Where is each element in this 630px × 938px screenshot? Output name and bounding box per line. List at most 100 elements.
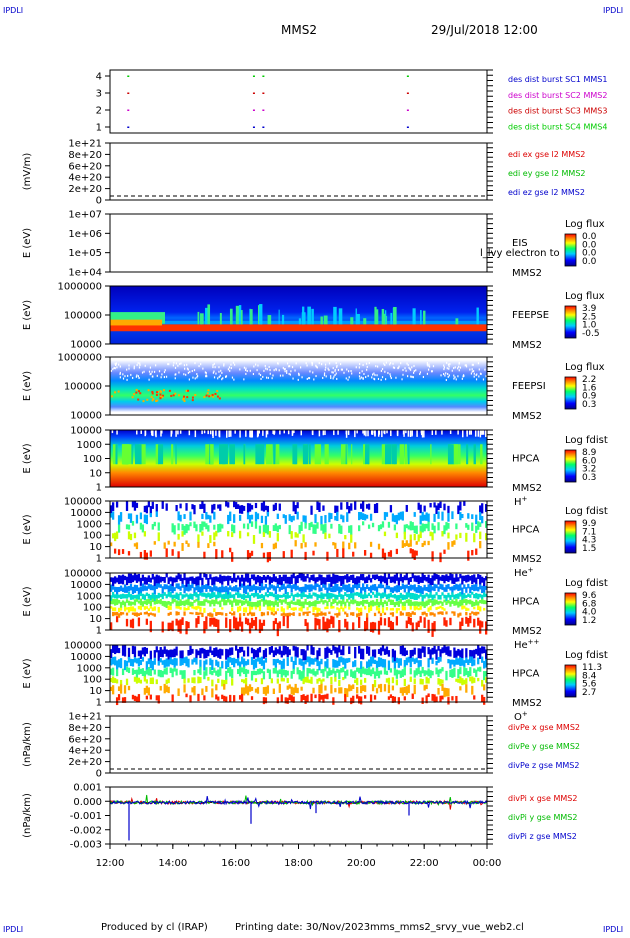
hpca-cell bbox=[129, 583, 133, 591]
hpca-cell bbox=[290, 686, 293, 695]
hpca-cell bbox=[465, 523, 468, 528]
hpca-cell bbox=[133, 599, 137, 606]
footer-script-name: mms_mms2_srvy_vue_web2.cl bbox=[370, 922, 524, 933]
hpca-cell bbox=[459, 583, 462, 591]
hpca-h-gap bbox=[441, 430, 443, 435]
hpca-cell bbox=[437, 601, 440, 605]
hpca-cell bbox=[209, 593, 212, 599]
hpca-cell bbox=[483, 600, 486, 605]
hpca-cell bbox=[223, 683, 226, 690]
feepsi-speckle bbox=[306, 377, 308, 380]
hpca-cell bbox=[288, 576, 291, 586]
feepsi-speckle bbox=[348, 376, 350, 379]
hpca-h-gap bbox=[457, 430, 459, 435]
feepsi-speckle bbox=[397, 367, 399, 370]
hpca-cell bbox=[383, 612, 387, 616]
hpca-cell bbox=[463, 667, 466, 677]
hpca-cell bbox=[203, 599, 206, 606]
hpca-cell bbox=[352, 661, 355, 668]
feepsi-speckle bbox=[479, 372, 482, 375]
hpca-cell bbox=[282, 612, 285, 616]
hpca-cell bbox=[256, 513, 260, 520]
hpca-h-gap bbox=[416, 430, 418, 437]
hpca-cell bbox=[252, 612, 256, 617]
feepsi-hot-speckle bbox=[151, 390, 154, 393]
hpca-cell bbox=[352, 593, 355, 600]
hpca-cell bbox=[457, 678, 460, 683]
hpca-cell bbox=[274, 599, 277, 606]
hpca-cell bbox=[123, 601, 127, 608]
feepsi-speckle bbox=[290, 370, 292, 373]
hpca-cell bbox=[201, 531, 204, 536]
feepse-spike bbox=[238, 305, 242, 325]
hpca-cell bbox=[411, 693, 414, 699]
hpca-cell bbox=[354, 592, 357, 596]
hpca-cell bbox=[344, 575, 347, 580]
hpca-cell bbox=[284, 670, 287, 678]
hpca-cell bbox=[278, 683, 281, 693]
feepsi-speckle bbox=[173, 361, 175, 364]
hpca-cell bbox=[179, 514, 182, 522]
hpca-cell bbox=[320, 574, 323, 585]
hpca-cell bbox=[377, 649, 381, 654]
hpca-cell bbox=[187, 599, 190, 606]
feepsi-hot-speckle bbox=[214, 392, 217, 395]
hpca-cell bbox=[137, 594, 141, 600]
hpca-cell bbox=[401, 576, 404, 583]
hpca-h-column bbox=[365, 444, 370, 465]
hpca-cell bbox=[427, 658, 430, 668]
hpca-cell bbox=[316, 612, 319, 617]
hpca-cell bbox=[115, 660, 119, 670]
hpca-cell bbox=[264, 505, 268, 511]
hpca-cell bbox=[316, 522, 319, 529]
hpca-cell bbox=[129, 658, 133, 667]
hpca-cell bbox=[292, 515, 295, 521]
feepsi-hot-speckle bbox=[161, 396, 164, 399]
hpca-cell bbox=[229, 694, 232, 702]
hpca-cell bbox=[125, 660, 129, 667]
hpca-cell bbox=[421, 666, 424, 674]
hpca-cell bbox=[399, 592, 402, 599]
hpca-cell bbox=[129, 619, 133, 628]
hpca-cell bbox=[203, 573, 206, 578]
hpca-cell bbox=[360, 685, 363, 694]
hpca-cell bbox=[332, 599, 335, 605]
hpca-cell bbox=[465, 598, 468, 606]
hpca-cell bbox=[413, 658, 416, 665]
hpca-cell bbox=[173, 598, 176, 603]
feepsi-hot-speckle bbox=[170, 394, 173, 397]
hpca-cell bbox=[213, 576, 216, 587]
y-tick-label: 0.000 bbox=[73, 797, 102, 808]
feepsi-speckle bbox=[167, 363, 169, 366]
feepsi-speckle bbox=[327, 367, 329, 370]
hpca-cell bbox=[310, 676, 313, 684]
feepse-spike bbox=[476, 307, 479, 325]
hpca-cell bbox=[137, 587, 141, 596]
hpca-cell bbox=[463, 593, 466, 599]
hpca-cell bbox=[419, 585, 422, 594]
hpca-cell bbox=[360, 587, 363, 595]
hpca-cell bbox=[177, 593, 180, 601]
hpca-cell bbox=[274, 576, 277, 583]
hpca-cell bbox=[111, 611, 115, 617]
hpca-cell bbox=[131, 645, 135, 655]
hpca-cell bbox=[238, 514, 242, 521]
hpca-cell bbox=[413, 678, 416, 684]
hpca-cell bbox=[463, 660, 466, 667]
feepse-spike bbox=[207, 304, 211, 325]
hpca-cell bbox=[137, 677, 141, 683]
hpca-cell bbox=[169, 649, 172, 658]
hpca-cell bbox=[117, 594, 121, 598]
feepsi-speckle bbox=[194, 377, 196, 380]
hpca-cell bbox=[330, 676, 333, 685]
hpca-cell bbox=[199, 601, 202, 606]
feepsi-speckle bbox=[136, 374, 138, 377]
hpca-cell bbox=[117, 686, 121, 691]
hpca-cell bbox=[465, 595, 468, 598]
hpca-cell bbox=[441, 584, 444, 590]
hpca-cell bbox=[284, 613, 287, 617]
feepsi-speckle bbox=[163, 371, 166, 374]
feepsi-speckle bbox=[212, 371, 215, 374]
